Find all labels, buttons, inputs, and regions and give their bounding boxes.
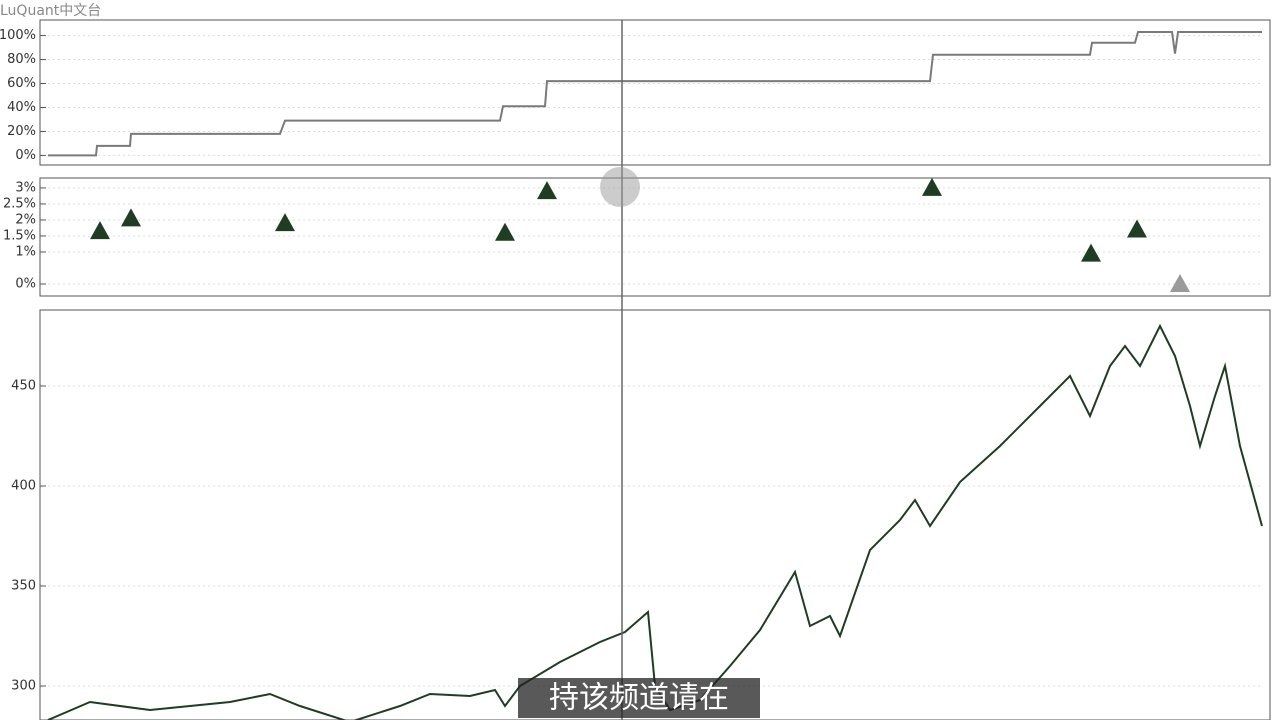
triangle-marker [1081,243,1101,262]
y-tick-label: 3% [15,180,36,195]
triangle-marker [90,221,110,240]
subtitle-box [518,678,760,718]
y-tick-label: 60% [7,76,36,91]
y-tick-label: 350 [11,579,36,594]
y-tick-label: 80% [7,52,36,67]
y-tick-label: 0% [15,276,36,291]
line [48,30,1262,157]
triangle-marker [537,181,557,200]
line [47,323,1263,724]
y-tick-label: 300 [11,679,36,694]
y-tick-label: 450 [11,379,36,394]
panels: 100% 80% 60% 40% 20% 0% 3%2.5%2%1.5%1% 0% 300 350… [0,19,1271,724]
triangle-marker [922,177,942,196]
y-tick-label: 20% [7,124,36,139]
cursor [600,167,640,207]
y-tick-label: 1% [15,244,36,259]
subtitle: 持该频道请在 [549,681,729,716]
triangle-marker [1170,273,1190,292]
y-tick-label: 2.5% [3,196,36,211]
panel-frame [39,19,1271,166]
triangle-marker [275,213,295,232]
y-tick-label: 400 [11,479,36,494]
triangle-marker [121,208,141,227]
y-tick-label: 1.5% [3,228,36,243]
panel-frame [39,177,1271,297]
triangle-marker [1127,219,1147,238]
triangle-marker [495,222,515,241]
y-tick-label: 2% [15,212,36,227]
y-tick-label: 40% [7,100,36,115]
y-tick-label: 0% [15,148,36,163]
watermark: LuQuant中文台 [0,3,101,19]
y-tick-label: 100% [0,28,36,43]
